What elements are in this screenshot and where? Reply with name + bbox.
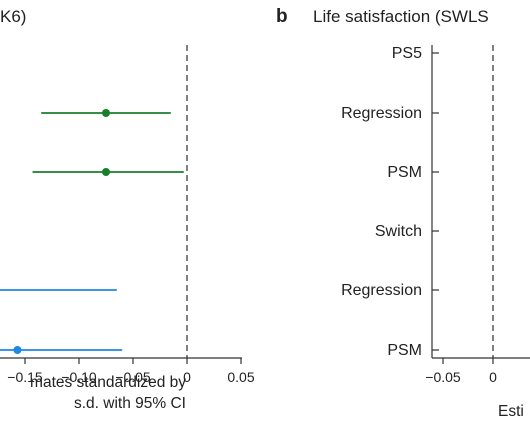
panel-a-x-axis-label: s.d. with 95% CI xyxy=(74,395,186,412)
panel-a-point xyxy=(13,346,22,354)
panel-b-row-label: PSM xyxy=(387,342,422,359)
panel-b-x-tick-label: −0.05 xyxy=(425,369,461,385)
panel-a-x-tick-label: 0.05 xyxy=(227,369,254,385)
panel-a-point xyxy=(102,168,110,176)
panel-b-letter: b xyxy=(276,6,288,27)
panel-a-x-tick-label: −0.10 xyxy=(61,369,97,385)
panel-b-row-label: PSM xyxy=(387,164,422,181)
panel-a-point xyxy=(102,109,110,117)
panel-b-row-label: Regression xyxy=(341,105,422,122)
panel-b-x-tick-label: 0 xyxy=(489,369,497,385)
panel-b-x-axis-label: Esti xyxy=(498,403,524,420)
panel-b-row-label: Regression xyxy=(341,282,422,299)
panel-a-x-tick-label: −0.05 xyxy=(115,369,151,385)
panel-a-x-tick-label: −0.15 xyxy=(7,369,43,385)
panel-a-x-axis-label: mates standardized by xyxy=(30,374,186,391)
panel-b-row-label: Switch xyxy=(375,223,422,240)
panel-a-title: K6) xyxy=(0,7,26,26)
panel-a-x-tick-label: 0 xyxy=(183,369,191,385)
panel-b-row-label: PS5 xyxy=(392,45,422,62)
panel-b-title: Life satisfaction (SWLS xyxy=(313,7,489,26)
